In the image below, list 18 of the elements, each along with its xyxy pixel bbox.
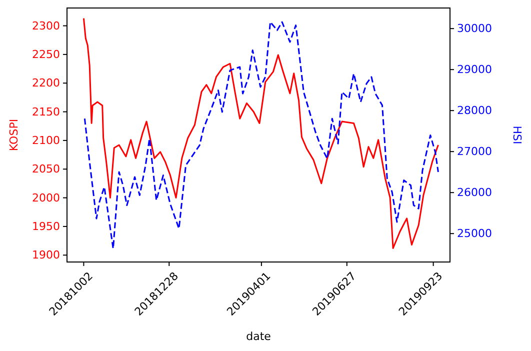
y2-tick-label: 25000 bbox=[457, 227, 492, 240]
y2-tick-label: 28000 bbox=[457, 104, 492, 118]
y2-tick-label: 26000 bbox=[457, 186, 492, 200]
y-tick-label: 2200 bbox=[32, 76, 60, 90]
y-tick-label: 2300 bbox=[32, 19, 60, 32]
y-tick-label: 1950 bbox=[32, 220, 60, 233]
y-axis-title: KOSPI bbox=[8, 118, 20, 152]
y2-tick-label: 30000 bbox=[457, 22, 492, 36]
y2-tick-label: 29000 bbox=[457, 63, 492, 76]
y2-tick-label: 27000 bbox=[457, 145, 492, 158]
y2-axis-title: HSI bbox=[510, 126, 524, 144]
x-axis-title: date bbox=[246, 330, 272, 343]
y-tick-label: 2000 bbox=[32, 191, 60, 204]
y-tick-label: 1900 bbox=[32, 248, 60, 262]
y-tick-label: 2100 bbox=[32, 134, 60, 147]
y-tick-label: 2050 bbox=[32, 162, 60, 176]
y-tick-label: 2250 bbox=[32, 48, 60, 61]
y-tick-label: 2150 bbox=[32, 105, 60, 118]
